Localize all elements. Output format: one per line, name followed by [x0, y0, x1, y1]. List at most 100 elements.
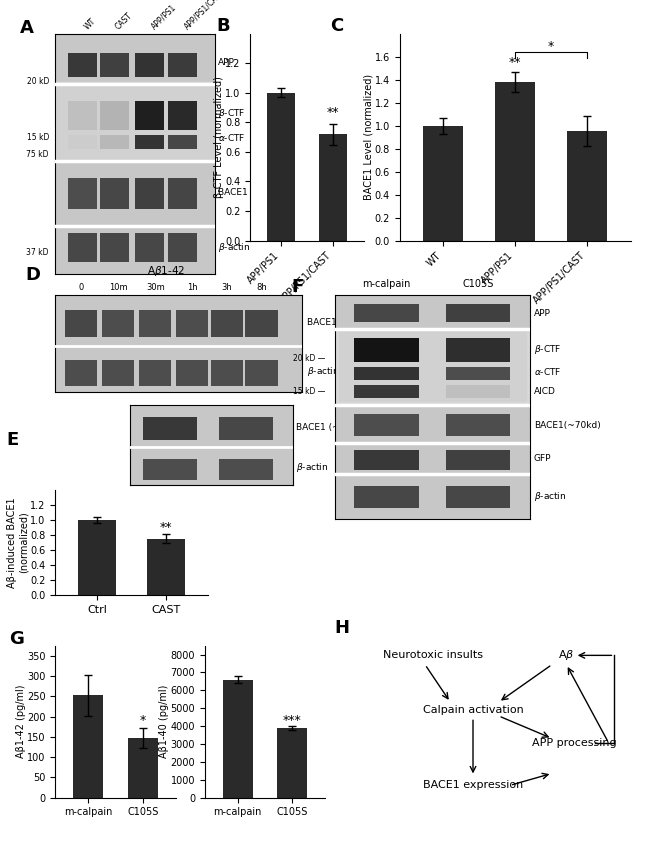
- Y-axis label: Aβ1-42 (pg/ml): Aβ1-42 (pg/ml): [16, 684, 25, 759]
- Text: 15 kD —: 15 kD —: [292, 387, 325, 396]
- Text: A$\beta$1-42: A$\beta$1-42: [148, 264, 185, 278]
- Text: $\beta$-CTF: $\beta$-CTF: [218, 106, 245, 120]
- Y-axis label: β-CTF Level (normalized): β-CTF Level (normalized): [214, 76, 224, 198]
- Text: 1h: 1h: [187, 283, 198, 291]
- Bar: [78, 520, 116, 595]
- Y-axis label: BACE1 Level (normalized): BACE1 Level (normalized): [363, 74, 373, 200]
- Bar: [139, 310, 172, 337]
- Bar: [335, 329, 530, 403]
- Text: G: G: [10, 630, 25, 648]
- Text: $\alpha$-CTF: $\alpha$-CTF: [218, 132, 245, 143]
- Bar: [100, 101, 129, 130]
- Bar: [168, 101, 197, 130]
- Bar: [354, 367, 419, 381]
- Bar: [354, 385, 419, 398]
- Text: APP/PS1: APP/PS1: [150, 3, 177, 31]
- Bar: [135, 178, 164, 209]
- Bar: [354, 414, 419, 436]
- Bar: [57, 84, 213, 159]
- Text: 3h: 3h: [222, 283, 232, 291]
- Bar: [139, 360, 172, 386]
- Text: ***: ***: [283, 714, 302, 727]
- Text: APP: APP: [534, 309, 551, 318]
- Bar: [222, 679, 253, 798]
- Bar: [220, 459, 273, 479]
- Text: APP/PS1/CAST: APP/PS1/CAST: [183, 0, 227, 31]
- Y-axis label: Aβ1-40 (pg/ml): Aβ1-40 (pg/ml): [159, 685, 169, 758]
- Text: GFP: GFP: [534, 454, 551, 463]
- Text: *: *: [548, 40, 554, 53]
- Bar: [135, 135, 164, 149]
- Bar: [55, 82, 214, 161]
- Bar: [100, 53, 129, 77]
- Text: CAST: CAST: [114, 11, 135, 31]
- Text: $\alpha$-CTF: $\alpha$-CTF: [534, 366, 561, 377]
- Text: *: *: [140, 714, 146, 727]
- Bar: [127, 738, 158, 798]
- Text: $\beta$-actin: $\beta$-actin: [218, 241, 250, 254]
- Bar: [135, 234, 164, 262]
- Bar: [168, 178, 197, 209]
- Text: B: B: [216, 17, 229, 35]
- Bar: [446, 450, 510, 470]
- Bar: [176, 310, 209, 337]
- Bar: [211, 360, 243, 386]
- Text: E: E: [6, 431, 19, 450]
- Text: $\beta$-actin: $\beta$-actin: [296, 461, 328, 474]
- Bar: [354, 485, 419, 508]
- Bar: [220, 417, 273, 440]
- Bar: [102, 310, 135, 337]
- Bar: [423, 126, 463, 241]
- Bar: [168, 135, 197, 149]
- Bar: [495, 82, 535, 241]
- Bar: [73, 695, 103, 798]
- Text: **: **: [509, 56, 521, 69]
- Y-axis label: Aβ-induced BACE1
(normalized): Aβ-induced BACE1 (normalized): [7, 497, 29, 587]
- Bar: [339, 331, 526, 401]
- Bar: [68, 135, 97, 149]
- Text: 10m: 10m: [109, 283, 127, 291]
- Bar: [354, 450, 419, 470]
- Bar: [446, 485, 510, 508]
- Text: AICD: AICD: [534, 387, 556, 396]
- Text: F: F: [292, 278, 304, 295]
- Bar: [102, 360, 135, 386]
- Text: **: **: [327, 106, 339, 120]
- Bar: [143, 417, 196, 440]
- Bar: [246, 310, 278, 337]
- Text: BACE1 expression: BACE1 expression: [423, 781, 523, 791]
- Bar: [65, 310, 98, 337]
- Bar: [446, 414, 510, 436]
- Text: $\beta$-CTF: $\beta$-CTF: [534, 343, 561, 355]
- Text: A: A: [20, 19, 34, 37]
- Bar: [100, 135, 129, 149]
- Bar: [354, 338, 419, 363]
- Bar: [446, 338, 510, 363]
- Text: 8h: 8h: [256, 283, 267, 291]
- Text: 20 kD —: 20 kD —: [292, 354, 325, 363]
- Text: $\beta$-actin: $\beta$-actin: [534, 490, 566, 503]
- Bar: [135, 53, 164, 77]
- Text: 20 kD: 20 kD: [27, 78, 49, 86]
- Bar: [168, 53, 197, 77]
- Text: Neurotoxic insults: Neurotoxic insults: [384, 651, 484, 660]
- Text: **: **: [160, 521, 173, 534]
- Text: m-calpain: m-calpain: [362, 279, 411, 289]
- Bar: [446, 385, 510, 398]
- Bar: [246, 360, 278, 386]
- Bar: [168, 234, 197, 262]
- Text: A$\beta$: A$\beta$: [558, 648, 575, 663]
- Text: Calpain activation: Calpain activation: [422, 705, 523, 715]
- Text: BACE1 (~70kd): BACE1 (~70kd): [296, 423, 365, 432]
- Bar: [318, 134, 347, 241]
- Text: APP processing: APP processing: [532, 738, 617, 748]
- Text: BACE1(~70kd): BACE1(~70kd): [534, 420, 601, 430]
- Bar: [100, 234, 129, 262]
- Bar: [68, 53, 97, 77]
- Text: WT: WT: [83, 16, 98, 31]
- Bar: [567, 132, 607, 241]
- Bar: [68, 178, 97, 209]
- Text: BACE1 (~70kd): BACE1 (~70kd): [307, 318, 377, 327]
- Text: $\beta$-actin: $\beta$-actin: [307, 365, 340, 377]
- Text: 75 kD: 75 kD: [27, 149, 49, 159]
